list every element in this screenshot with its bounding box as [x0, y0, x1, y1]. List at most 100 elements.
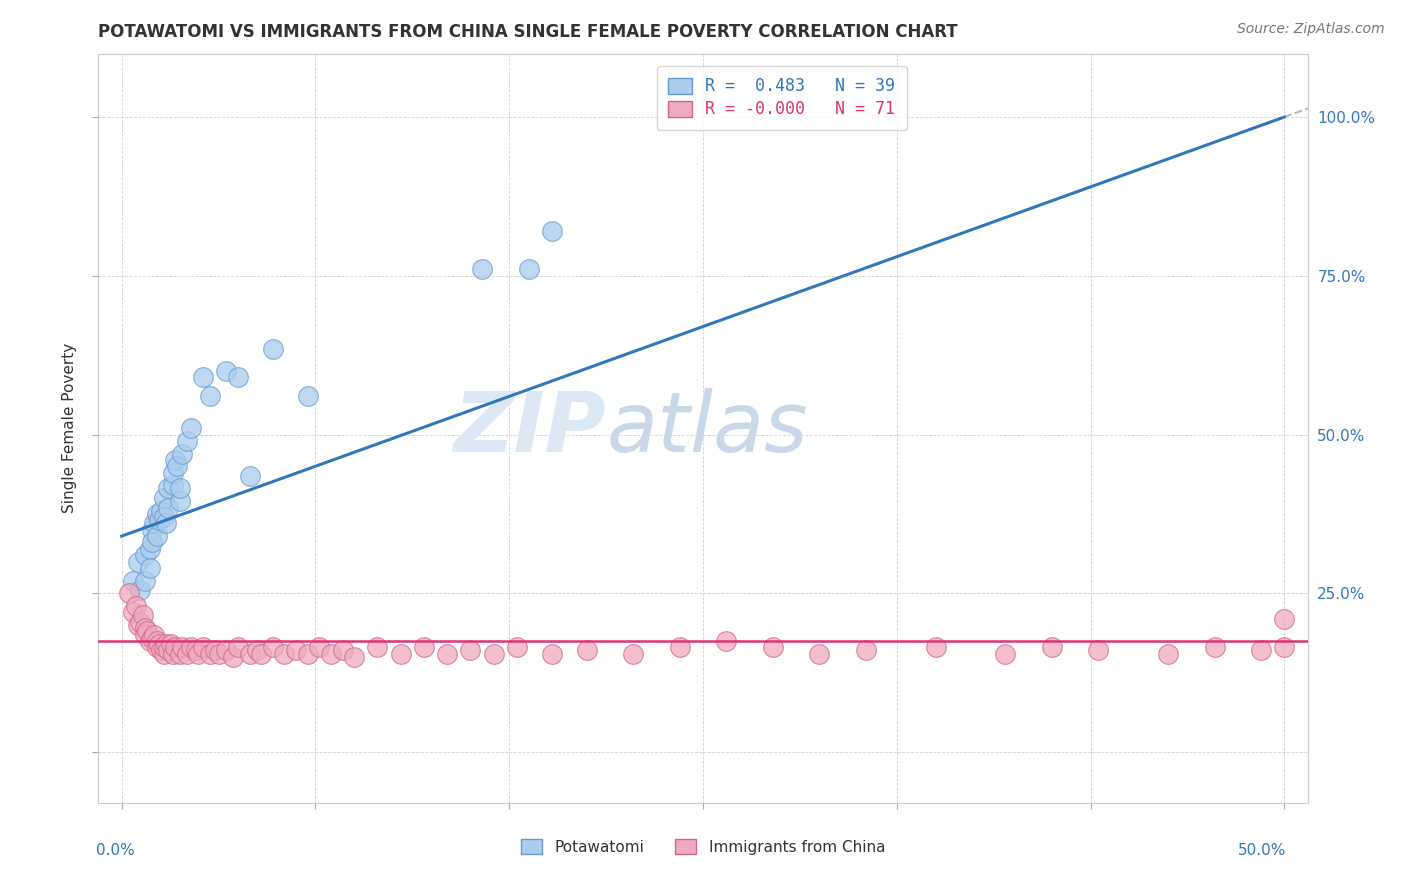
Point [138, 633, 160, 648]
Point [155, 637, 177, 651]
Point [176, 647, 198, 661]
Point [134, 621, 156, 635]
Point [297, 389, 319, 403]
Point [187, 647, 209, 661]
Point [159, 637, 181, 651]
Point [319, 647, 342, 661]
Point [855, 643, 877, 657]
Point [134, 627, 156, 641]
Point [122, 574, 145, 588]
Point [436, 647, 458, 661]
Point [1157, 647, 1180, 661]
Point [1040, 640, 1063, 655]
Point [152, 647, 174, 661]
Point [172, 640, 194, 655]
Point [122, 605, 145, 619]
Point [198, 389, 221, 403]
Point [762, 640, 785, 655]
Point [152, 510, 174, 524]
Point [150, 643, 173, 657]
Point [273, 647, 295, 661]
Point [297, 647, 319, 661]
Point [250, 647, 273, 661]
Point [152, 491, 174, 505]
Point [226, 370, 249, 384]
Point [215, 364, 238, 378]
Text: 0.0%: 0.0% [96, 843, 135, 858]
Point [413, 640, 436, 655]
Point [1272, 612, 1295, 626]
Point [143, 516, 166, 531]
Point [162, 478, 184, 492]
Point [1250, 643, 1272, 657]
Point [131, 608, 153, 623]
Point [1272, 640, 1295, 655]
Point [389, 647, 412, 661]
Point [184, 643, 207, 657]
Point [141, 535, 163, 549]
Point [141, 523, 163, 537]
Point [1204, 640, 1226, 655]
Point [204, 643, 226, 657]
Point [215, 643, 238, 657]
Point [169, 482, 191, 496]
Point [285, 643, 308, 657]
Point [134, 548, 156, 562]
Point [165, 640, 187, 655]
Point [145, 633, 167, 648]
Text: atlas: atlas [606, 388, 808, 468]
Point [127, 554, 149, 568]
Point [517, 262, 540, 277]
Point [148, 637, 170, 651]
Point [506, 640, 529, 655]
Point [118, 586, 141, 600]
Point [239, 647, 262, 661]
Point [148, 513, 170, 527]
Point [808, 647, 831, 661]
Point [162, 466, 184, 480]
Point [716, 633, 738, 648]
Point [176, 434, 198, 448]
Point [136, 624, 159, 639]
Point [239, 468, 262, 483]
Point [165, 453, 187, 467]
Point [191, 370, 214, 384]
Point [145, 640, 167, 655]
Point [245, 643, 267, 657]
Point [262, 342, 284, 356]
Point [180, 640, 202, 655]
Point [157, 643, 180, 657]
Point [540, 224, 562, 238]
Point [621, 647, 644, 661]
Point [482, 647, 505, 661]
Point [141, 631, 163, 645]
Point [162, 647, 184, 661]
Point [366, 640, 388, 655]
Point [155, 516, 177, 531]
Y-axis label: Single Female Poverty: Single Female Poverty [62, 343, 77, 513]
Point [191, 640, 214, 655]
Point [668, 640, 690, 655]
Point [172, 446, 194, 460]
Point [169, 494, 191, 508]
Point [169, 647, 191, 661]
Point [226, 640, 249, 655]
Point [180, 421, 202, 435]
Point [575, 643, 598, 657]
Point [308, 640, 330, 655]
Point [166, 459, 188, 474]
Point [262, 640, 284, 655]
Text: Source: ZipAtlas.com: Source: ZipAtlas.com [1237, 22, 1385, 37]
Point [343, 649, 366, 664]
Text: POTAWATOMI VS IMMIGRANTS FROM CHINA SINGLE FEMALE POVERTY CORRELATION CHART: POTAWATOMI VS IMMIGRANTS FROM CHINA SING… [98, 23, 957, 41]
Point [924, 640, 946, 655]
Point [129, 615, 152, 629]
Point [994, 647, 1017, 661]
Point [1087, 643, 1109, 657]
Text: 50.0%: 50.0% [1239, 843, 1286, 858]
Point [143, 627, 166, 641]
Point [145, 529, 167, 543]
Point [222, 649, 245, 664]
Text: ZIP: ZIP [454, 388, 606, 468]
Point [157, 482, 180, 496]
